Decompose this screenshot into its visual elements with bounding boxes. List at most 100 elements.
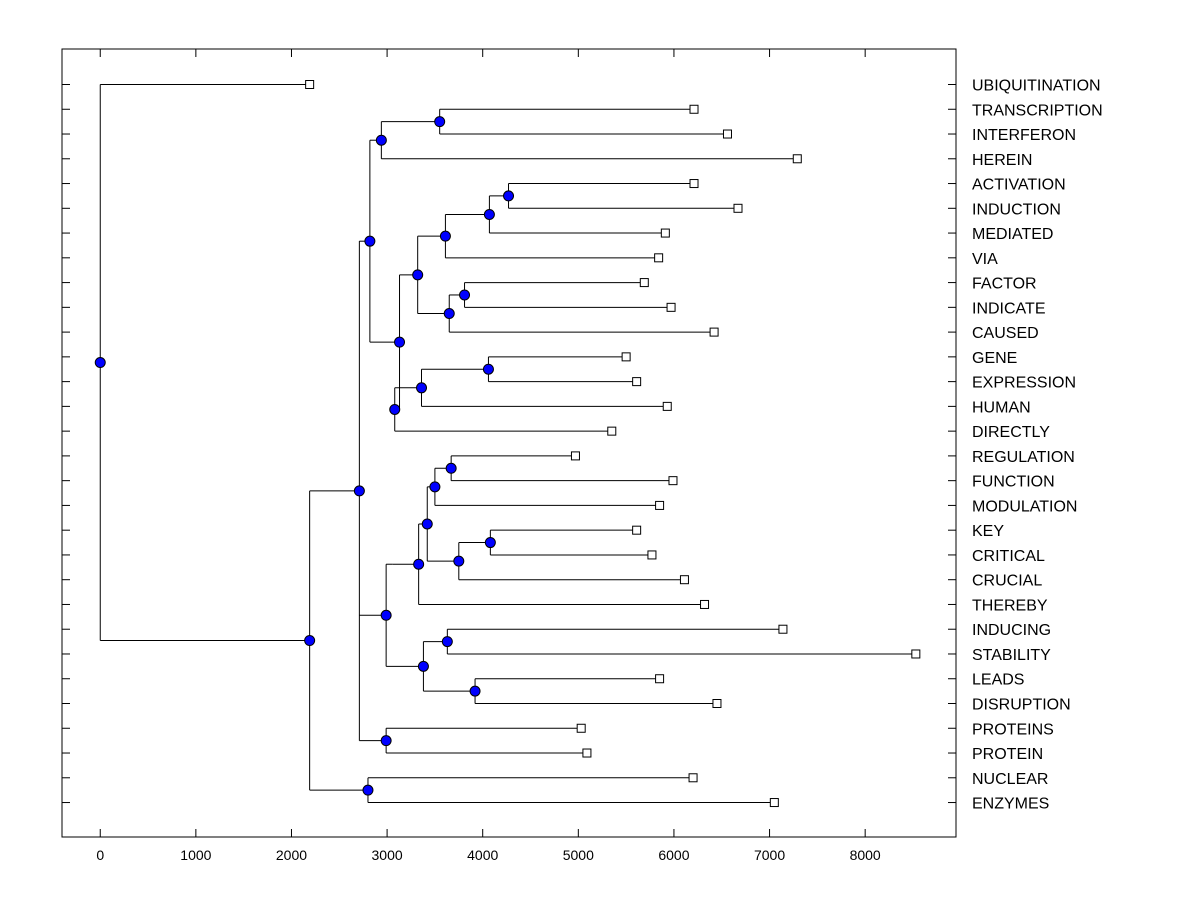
merge-node-n19 — [413, 558, 425, 570]
leaf-marker-expression — [632, 377, 642, 387]
x-tick-label: 1000 — [180, 847, 211, 863]
leaf-label: CRUCIAL — [972, 573, 1042, 590]
merge-node-n29 — [94, 357, 106, 369]
leaf-marker-interferon — [722, 129, 732, 139]
leaf-marker-factor — [639, 278, 649, 288]
leaf-label: KEY — [972, 523, 1004, 540]
leaf-marker-leads — [655, 674, 665, 684]
leaf-marker-human — [662, 401, 672, 411]
nodes-layer — [94, 116, 515, 796]
leaf-marker-herein — [792, 154, 802, 164]
leaf-label: INDUCING — [972, 622, 1051, 639]
leaf-label: PROTEINS — [972, 721, 1054, 738]
leaf-marker-stability — [911, 649, 921, 659]
leaf-label: ACTIVATION — [972, 177, 1066, 194]
leaf-label: TRANSCRIPTION — [972, 102, 1103, 119]
merge-node-n1 — [434, 116, 446, 128]
leaf-marker-nuclear — [688, 773, 698, 783]
merge-node-n5 — [439, 230, 451, 242]
merge-node-n24 — [380, 609, 392, 621]
leaf-marker-activation — [689, 179, 699, 189]
x-tick-label: 7000 — [754, 847, 785, 863]
plot-frame — [61, 48, 957, 838]
leaf-marker-transcription — [689, 104, 699, 114]
leaf-label: DIRECTLY — [972, 424, 1050, 441]
merge-node-n27 — [362, 784, 374, 796]
merge-node-n9 — [482, 363, 494, 375]
leaf-marker-regulation — [570, 451, 580, 461]
x-tick-label: 3000 — [372, 847, 403, 863]
leaf-label: REGULATION — [972, 449, 1075, 466]
merge-node-n3 — [503, 190, 515, 202]
merge-node-n16 — [484, 537, 496, 549]
x-tick-label: 2000 — [276, 847, 307, 863]
leaf-label: INDICATE — [972, 300, 1045, 317]
leaf-label: HEREIN — [972, 152, 1032, 169]
leaf-marker-thereby — [700, 599, 710, 609]
leaf-label: DISRUPTION — [972, 697, 1071, 714]
leaf-label: CRITICAL — [972, 548, 1045, 565]
leaf-label: INTERFERON — [972, 127, 1076, 144]
merge-node-n2 — [375, 134, 387, 146]
leaf-marker-crucial — [679, 575, 689, 585]
merge-node-n10 — [416, 382, 428, 394]
merge-node-n14 — [445, 462, 457, 474]
leaf-marker-indicate — [666, 302, 676, 312]
leaf-label: GENE — [972, 350, 1017, 367]
leaf-marker-enzymes — [769, 798, 779, 808]
x-tick-label: 5000 — [563, 847, 594, 863]
merge-node-n15 — [429, 481, 441, 493]
ticks-layer — [62, 49, 956, 837]
leaf-marker-mediated — [660, 228, 670, 238]
leaf-label: ENZYMES — [972, 796, 1049, 813]
leaf-marker-modulation — [655, 500, 665, 510]
merge-node-n7 — [443, 308, 455, 320]
merge-node-n25 — [380, 735, 392, 747]
leaf-label: MEDIATED — [972, 226, 1053, 243]
merge-node-n23 — [417, 660, 429, 672]
leaf-marker-induction — [733, 203, 743, 213]
leaf-label: MODULATION — [972, 498, 1077, 515]
merge-node-n21 — [441, 636, 453, 648]
leaf-marker-proteins — [576, 723, 586, 733]
leaf-label: FUNCTION — [972, 474, 1055, 491]
leaf-marker-via — [654, 253, 664, 263]
leaf-label: NUCLEAR — [972, 771, 1048, 788]
leaf-label: PROTEIN — [972, 746, 1043, 763]
merge-node-n6 — [459, 289, 471, 301]
leaf-marker-protein — [582, 748, 592, 758]
labels-layer: UBIQUITINATION TRANSCRIPTION INTERFERON HER… — [96, 78, 1102, 864]
leaf-marker-gene — [621, 352, 631, 362]
merge-node-n28 — [304, 635, 316, 647]
leaf-marker-disruption — [712, 699, 722, 708]
leaf-label: HUMAN — [972, 399, 1031, 416]
merge-node-n12 — [394, 336, 406, 348]
leaf-label: CAUSED — [972, 325, 1039, 342]
leaf-marker-caused — [709, 327, 719, 337]
leaf-marker-ubiquitination — [305, 80, 315, 89]
merge-node-n8 — [412, 269, 424, 281]
merge-node-n18 — [421, 518, 433, 530]
x-tick-label: 8000 — [850, 847, 881, 863]
x-tick-label: 4000 — [467, 847, 498, 863]
merge-node-n22 — [469, 685, 481, 697]
leaf-marker-key — [632, 525, 642, 535]
leaf-label: FACTOR — [972, 276, 1037, 293]
leaf-label: STABILITY — [972, 647, 1051, 664]
merge-node-n26 — [353, 485, 365, 497]
leaf-label: EXPRESSION — [972, 375, 1076, 392]
leaf-markers-layer — [305, 80, 921, 808]
merge-node-n11 — [389, 403, 401, 415]
leaf-marker-directly — [607, 426, 617, 436]
leaf-label: INDUCTION — [972, 201, 1061, 218]
leaf-label: LEADS — [972, 672, 1024, 689]
x-tick-label: 6000 — [658, 847, 689, 863]
merge-node-n4 — [483, 208, 495, 220]
leaf-label: THEREBY — [972, 597, 1048, 614]
leaf-marker-critical — [647, 550, 657, 560]
leaf-label: VIA — [972, 251, 998, 268]
leaf-marker-function — [668, 476, 678, 486]
merge-node-n13 — [364, 235, 376, 247]
x-tick-label: 0 — [96, 847, 104, 863]
